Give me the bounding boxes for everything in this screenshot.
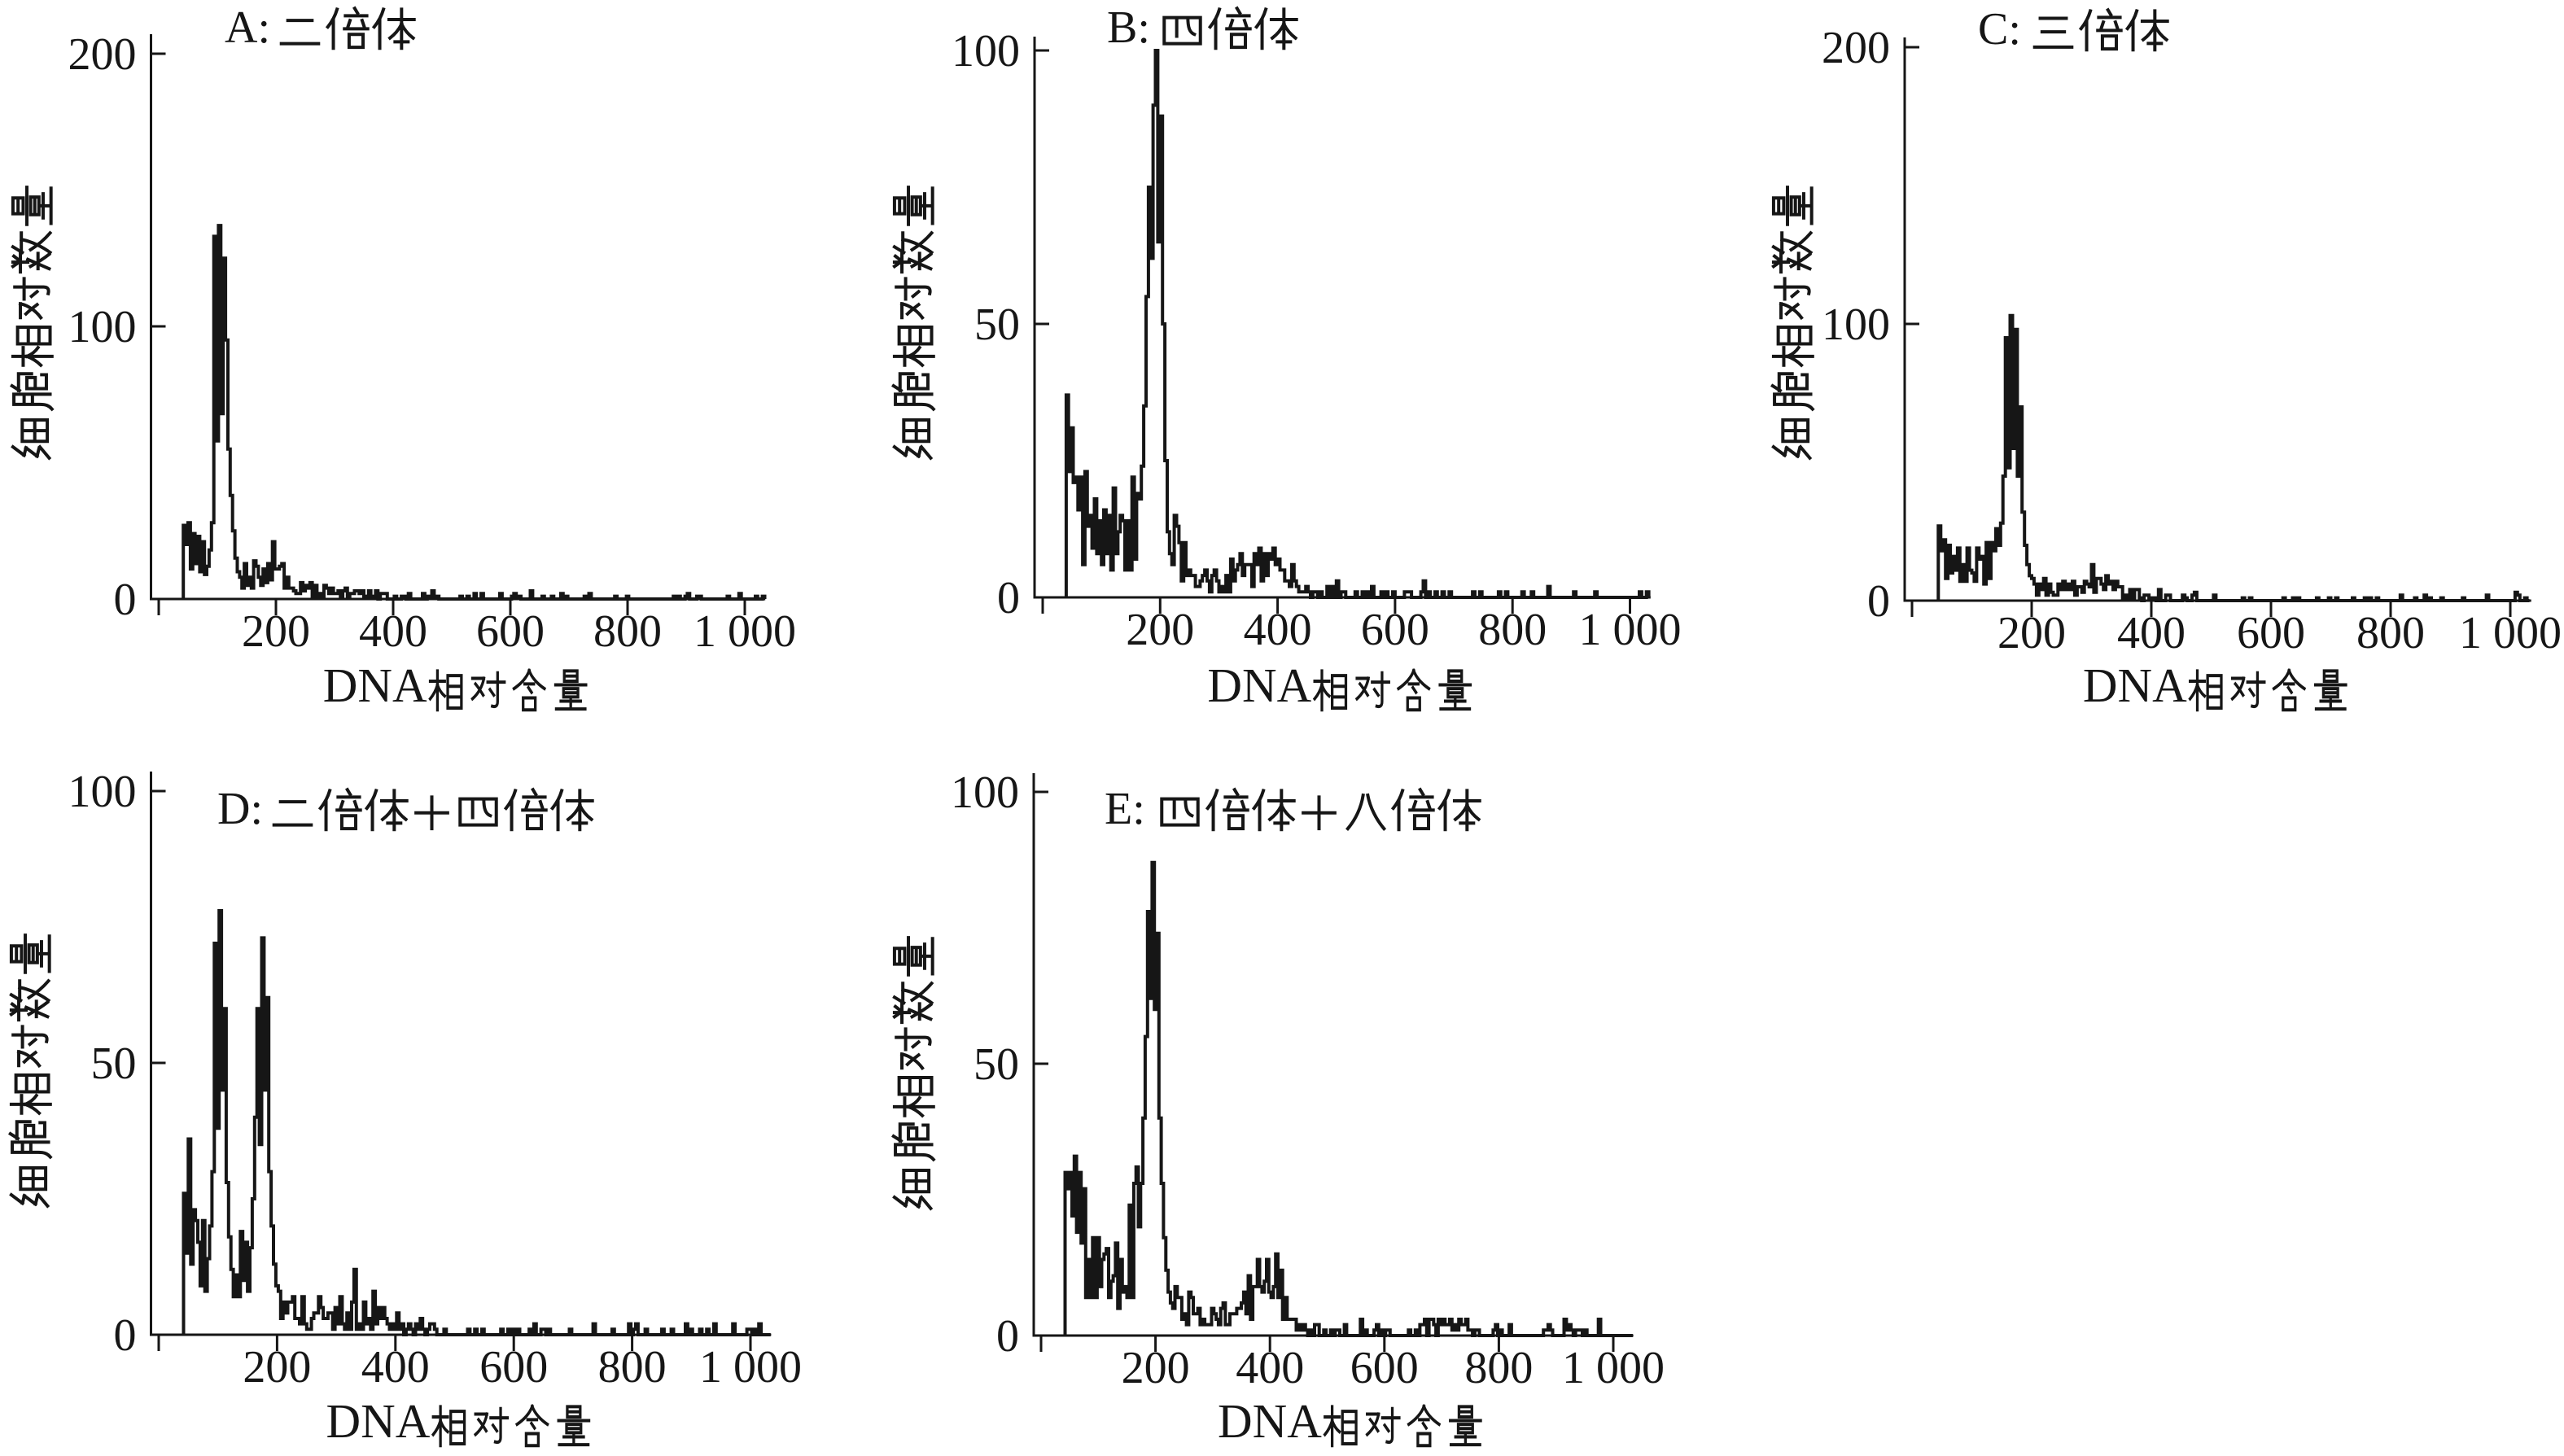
svg-text:600: 600 <box>1361 605 1429 655</box>
svg-text:100: 100 <box>68 767 137 817</box>
svg-text:100: 100 <box>1822 300 1890 350</box>
svg-text:800: 800 <box>2356 608 2425 658</box>
svg-text:800: 800 <box>1478 605 1547 655</box>
svg-text:400: 400 <box>361 1342 430 1393</box>
svg-text:1 000: 1 000 <box>2459 608 2562 658</box>
svg-text:200: 200 <box>1122 1343 1190 1393</box>
svg-text:600: 600 <box>476 606 545 657</box>
svg-text:0: 0 <box>1867 576 1890 627</box>
svg-text:DNA: DNA <box>1218 1394 1322 1448</box>
svg-text:100: 100 <box>68 302 137 352</box>
svg-text:DNA: DNA <box>1207 658 1311 712</box>
svg-text:800: 800 <box>598 1342 667 1393</box>
svg-text:B:: B: <box>1107 2 1150 53</box>
svg-text:1 000: 1 000 <box>1579 605 1682 655</box>
svg-text:800: 800 <box>1464 1343 1533 1393</box>
svg-text:50: 50 <box>91 1038 137 1089</box>
svg-text:50: 50 <box>974 1039 1019 1090</box>
svg-text:600: 600 <box>479 1342 548 1393</box>
svg-text:DNA: DNA <box>2083 658 2187 712</box>
svg-text:0: 0 <box>997 573 1020 623</box>
svg-text:1 000: 1 000 <box>1562 1343 1665 1393</box>
svg-text:200: 200 <box>1997 608 2066 658</box>
svg-text:200: 200 <box>243 1342 311 1393</box>
svg-text:0: 0 <box>114 575 137 625</box>
svg-text:0: 0 <box>996 1311 1019 1362</box>
svg-text:E:: E: <box>1105 784 1145 834</box>
svg-text:200: 200 <box>242 606 310 657</box>
svg-text:400: 400 <box>359 606 427 657</box>
svg-text:C:: C: <box>1978 4 2021 55</box>
svg-text:200: 200 <box>68 29 137 80</box>
svg-text:1 000: 1 000 <box>694 606 796 657</box>
svg-text:400: 400 <box>2117 608 2186 658</box>
svg-text:DNA: DNA <box>323 658 427 712</box>
svg-text:100: 100 <box>951 767 1019 818</box>
svg-text:400: 400 <box>1244 605 1312 655</box>
svg-text:A:: A: <box>225 2 270 53</box>
svg-text:50: 50 <box>974 300 1020 350</box>
svg-text:100: 100 <box>952 26 1020 77</box>
svg-text:D:: D: <box>217 784 263 834</box>
svg-text:1 000: 1 000 <box>699 1342 802 1393</box>
svg-text:200: 200 <box>1126 605 1194 655</box>
svg-text:400: 400 <box>1236 1343 1304 1393</box>
svg-text:600: 600 <box>2237 608 2305 658</box>
svg-text:0: 0 <box>114 1310 137 1361</box>
svg-text:800: 800 <box>593 606 662 657</box>
svg-text:600: 600 <box>1350 1343 1419 1393</box>
svg-text:DNA: DNA <box>326 1394 431 1448</box>
svg-text:200: 200 <box>1822 23 1890 73</box>
